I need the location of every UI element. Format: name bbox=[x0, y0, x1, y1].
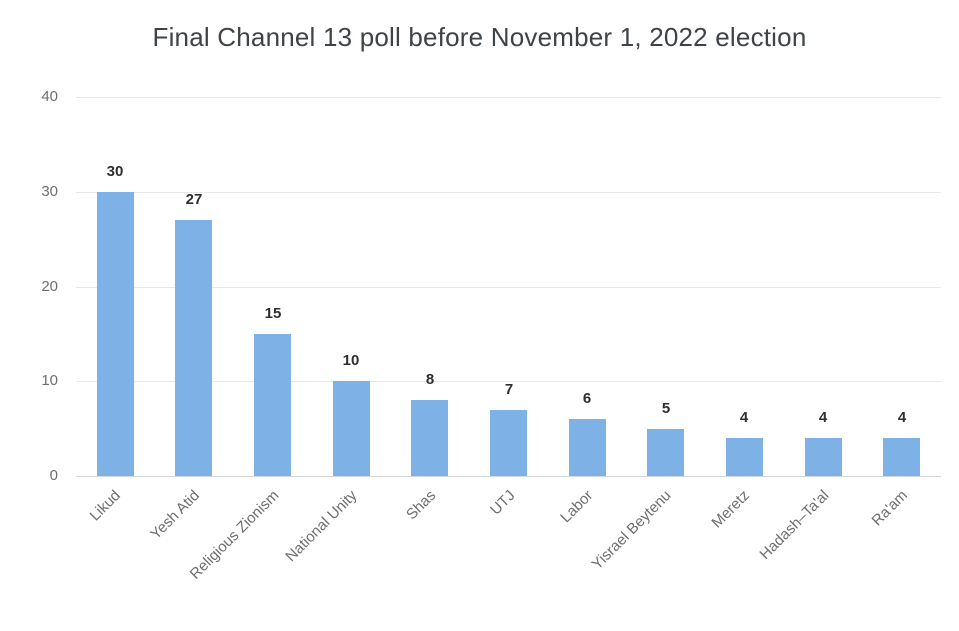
bar-value-label: 27 bbox=[185, 191, 203, 208]
bar-value-label: 8 bbox=[425, 371, 435, 388]
bar-yisrael-beytenu[interactable] bbox=[647, 429, 684, 476]
bar-shas[interactable] bbox=[411, 400, 448, 476]
bar-value-label: 4 bbox=[739, 409, 749, 426]
y-tick-label: 20 bbox=[41, 278, 58, 295]
bar-value-label: 4 bbox=[897, 409, 907, 426]
gridline-0 bbox=[76, 476, 941, 477]
chart-title: Final Channel 13 poll before November 1,… bbox=[152, 22, 807, 52]
bar-value-label: 6 bbox=[582, 390, 592, 407]
x-category-label-text: Yesh Atid bbox=[147, 487, 204, 543]
x-category-label-text: Labor bbox=[556, 487, 597, 527]
bar-value-label: 15 bbox=[264, 305, 282, 322]
gridline-40 bbox=[76, 97, 941, 98]
x-category-label-text: UTJ bbox=[486, 487, 519, 519]
bar-likud[interactable] bbox=[97, 192, 134, 476]
y-tick-label: 40 bbox=[41, 88, 58, 105]
gridline-10 bbox=[76, 381, 941, 382]
bar-value-label: 7 bbox=[504, 381, 514, 398]
bar-yesh-atid[interactable] bbox=[175, 220, 212, 476]
bar-ra-am[interactable] bbox=[883, 438, 920, 476]
x-category-label-text: Likud bbox=[86, 487, 125, 525]
x-category-label-text: Hadash–Ta'al bbox=[756, 487, 833, 563]
bar-hadash-ta-al[interactable] bbox=[805, 438, 842, 476]
x-category-label-text: Yisrael Beytenu bbox=[589, 487, 676, 573]
gridline-30 bbox=[76, 192, 941, 193]
x-category-label-text: Meretz bbox=[708, 487, 754, 532]
bar-labor[interactable] bbox=[569, 419, 606, 476]
y-tick-label: 0 bbox=[49, 467, 58, 484]
bar-meretz[interactable] bbox=[726, 438, 763, 476]
bar-value-label: 10 bbox=[342, 352, 360, 369]
bar-value-label: 5 bbox=[661, 400, 671, 417]
x-category-label-text: Shas bbox=[402, 487, 440, 524]
y-tick-label: 10 bbox=[41, 372, 58, 389]
bar-national-unity[interactable] bbox=[333, 381, 370, 476]
bar-utj[interactable] bbox=[490, 410, 527, 476]
gridline-20 bbox=[76, 287, 941, 288]
bar-religious-zionism[interactable] bbox=[254, 334, 291, 476]
y-tick-label: 30 bbox=[41, 183, 58, 200]
bar-value-label: 4 bbox=[818, 409, 828, 426]
x-category-label-text: Ra'am bbox=[868, 487, 912, 530]
x-category-label-text: National Unity bbox=[281, 487, 361, 566]
bar-value-label: 30 bbox=[106, 163, 124, 180]
